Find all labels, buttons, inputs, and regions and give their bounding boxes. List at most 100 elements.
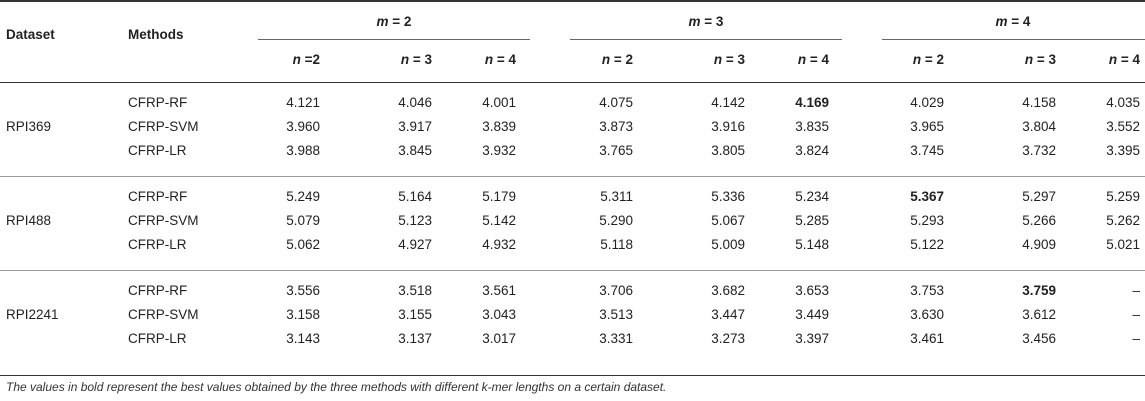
table-bottom-rule [0,375,1145,376]
value-cell: 3.932 [482,143,516,158]
value-cell: 3.753 [910,283,944,298]
value-cell: 4.035 [1106,95,1140,110]
value-cell: 4.927 [398,237,432,252]
value-cell: 5.290 [599,213,633,228]
value-cell: 3.706 [599,283,633,298]
table-footnote: The values in bold represent the best va… [6,380,667,394]
value-cell: 3.552 [1106,119,1140,134]
value-cell: 5.249 [286,189,320,204]
value-cell: 5.021 [1106,237,1140,252]
header-n-col: n = 3 [1024,52,1056,67]
value-cell: 3.682 [711,283,745,298]
value-cell: 3.449 [795,307,829,322]
value-cell: 3.556 [286,283,320,298]
dataset-label: RPI369 [6,119,52,134]
value-cell: 3.917 [398,119,432,134]
value-cell: 4.046 [398,95,432,110]
header-n-col: n = 3 [713,52,745,67]
value-cell: 4.029 [910,95,944,110]
header-dataset: Dataset [6,27,55,42]
value-cell: 3.395 [1106,143,1140,158]
value-cell: 5.067 [711,213,745,228]
value-cell: 3.759 [1022,283,1056,298]
header-m-group: m = 4 [995,14,1031,29]
method-label: CFRP-RF [128,189,188,204]
dataset-label: RPI2241 [6,307,59,322]
dataset-label: RPI488 [6,213,52,228]
value-cell: 3.513 [599,307,633,322]
value-cell: 3.824 [795,143,829,158]
value-cell: 3.155 [398,307,432,322]
value-cell: 5.285 [795,213,829,228]
value-cell: 5.079 [286,213,320,228]
value-cell: 3.630 [910,307,944,322]
value-cell: 5.311 [600,189,633,204]
method-label: CFRP-SVM [128,119,199,134]
value-cell: 3.273 [711,331,745,346]
value-cell: 4.169 [795,95,829,110]
value-cell: 5.297 [1022,189,1056,204]
value-cell: 5.009 [711,237,745,252]
value-cell: 5.118 [600,237,633,252]
value-cell: 3.561 [482,283,516,298]
value-cell: 5.234 [795,189,829,204]
method-label: CFRP-SVM [128,213,199,228]
value-cell: 5.062 [286,237,320,252]
method-label: CFRP-LR [128,331,187,346]
value-cell: 3.043 [482,307,516,322]
value-cell: 4.121 [286,95,320,110]
m4-underline [882,39,1145,40]
header-m-group: m = 3 [688,14,724,29]
value-cell: 5.142 [482,213,516,228]
method-label: CFRP-LR [128,143,187,158]
value-cell: 3.804 [1022,119,1056,134]
value-cell: – [1132,307,1140,322]
value-cell: 3.518 [398,283,432,298]
method-label: CFRP-SVM [128,307,199,322]
header-n-col: n = 2 [912,52,944,67]
value-cell: 3.732 [1022,143,1056,158]
value-cell: 5.148 [795,237,829,252]
value-cell: 3.965 [910,119,944,134]
method-label: CFRP-RF [128,283,188,298]
value-cell: 3.331 [599,331,633,346]
value-cell: 5.367 [910,189,944,204]
value-cell: 3.447 [711,307,745,322]
table-top-rule [0,0,1145,2]
value-cell: 5.293 [910,213,944,228]
value-cell: 4.075 [599,95,633,110]
value-cell: – [1132,283,1140,298]
header-m-group: m = 2 [376,14,412,29]
value-cell: 4.932 [482,237,516,252]
value-cell: 3.835 [795,119,829,134]
header-rule [0,82,1145,83]
value-cell: 4.158 [1022,95,1056,110]
m2-underline [258,39,530,40]
value-cell: 3.461 [910,331,944,346]
header-n-col: n = 4 [797,52,829,67]
value-cell: 4.001 [482,95,516,110]
value-cell: 3.988 [286,143,320,158]
value-cell: 3.839 [482,119,516,134]
value-cell: 3.765 [599,143,633,158]
value-cell: 3.143 [286,331,320,346]
value-cell: 5.259 [1106,189,1140,204]
value-cell: 3.456 [1022,331,1056,346]
value-cell: 5.336 [711,189,745,204]
header-n-col: n = 3 [400,52,432,67]
value-cell: 4.142 [711,95,745,110]
value-cell: 3.397 [795,331,829,346]
value-cell: 3.158 [286,307,320,322]
value-cell: 3.612 [1022,307,1056,322]
value-cell: 5.179 [482,189,516,204]
value-cell: 5.164 [398,189,432,204]
value-cell: 5.123 [398,213,432,228]
value-cell: 3.845 [398,143,432,158]
value-cell: – [1132,331,1140,346]
value-cell: 3.960 [286,119,320,134]
value-cell: 3.745 [910,143,944,158]
header-n-col: n =2 [292,52,320,67]
header-methods: Methods [128,27,184,42]
value-cell: 3.805 [711,143,745,158]
